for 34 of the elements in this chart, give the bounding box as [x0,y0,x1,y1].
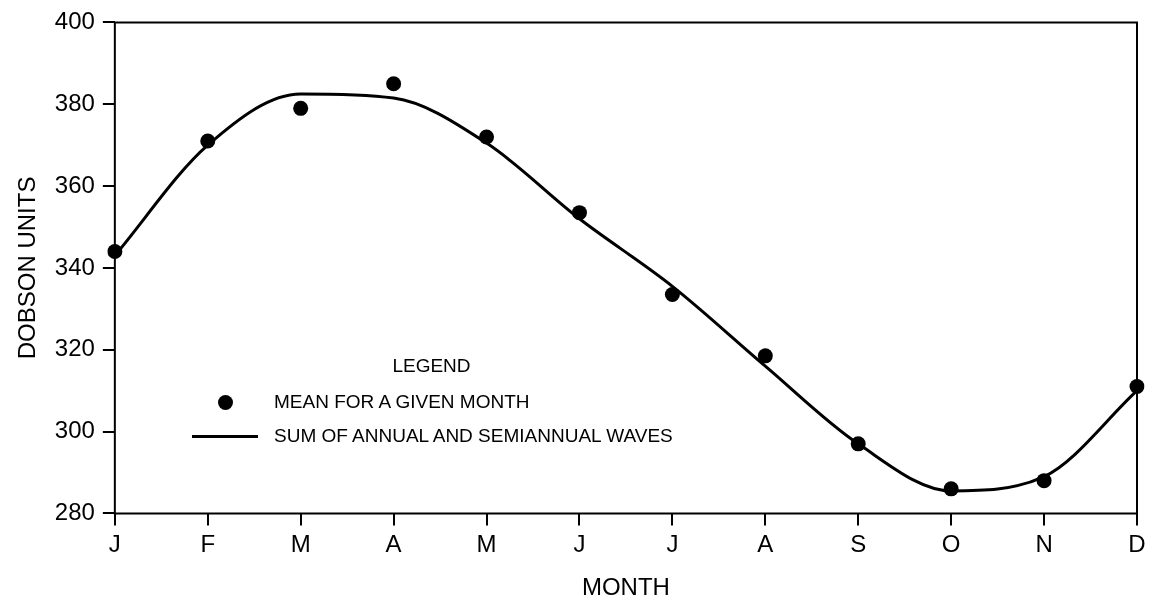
x-tick-label: J [573,530,586,558]
point [386,76,402,92]
x-tick-label: J [108,530,121,558]
y-tick-label: 400 [54,7,95,35]
point [757,348,773,364]
x-tick-label: D [1128,530,1146,558]
point [664,287,680,302]
x-tick-label: A [757,530,774,558]
x-tick-label: O [941,530,961,558]
y-axis-title: DOBSON UNITS [13,176,41,360]
y-tick-label: 280 [54,498,95,526]
point [479,129,495,145]
point [943,481,959,497]
legend-title: LEGEND [391,355,472,377]
point [571,205,587,221]
point [293,100,309,116]
x-axis-title: MONTH [581,573,670,601]
point [850,436,866,452]
y-tick-label: 340 [54,252,95,280]
x-tick-label: M [476,530,497,558]
x-tick-label: M [290,530,311,558]
legend-label: MEAN FOR A GIVEN MONTH [274,391,530,413]
x-tick-label: J [666,530,679,558]
x-tick-label: F [200,530,216,558]
legend-label: SUM OF ANNUAL AND SEMIANNUAL WAVES [274,425,673,447]
point [1036,473,1052,489]
x-tick-label: N [1035,530,1053,558]
y-tick-label: 360 [54,170,95,198]
point [200,133,216,149]
y-tick-label: 320 [54,334,95,362]
y-tick-label: 380 [54,88,95,116]
x-tick-label: S [850,530,867,558]
x-tick-label: A [385,530,402,558]
y-tick-label: 300 [54,416,95,444]
